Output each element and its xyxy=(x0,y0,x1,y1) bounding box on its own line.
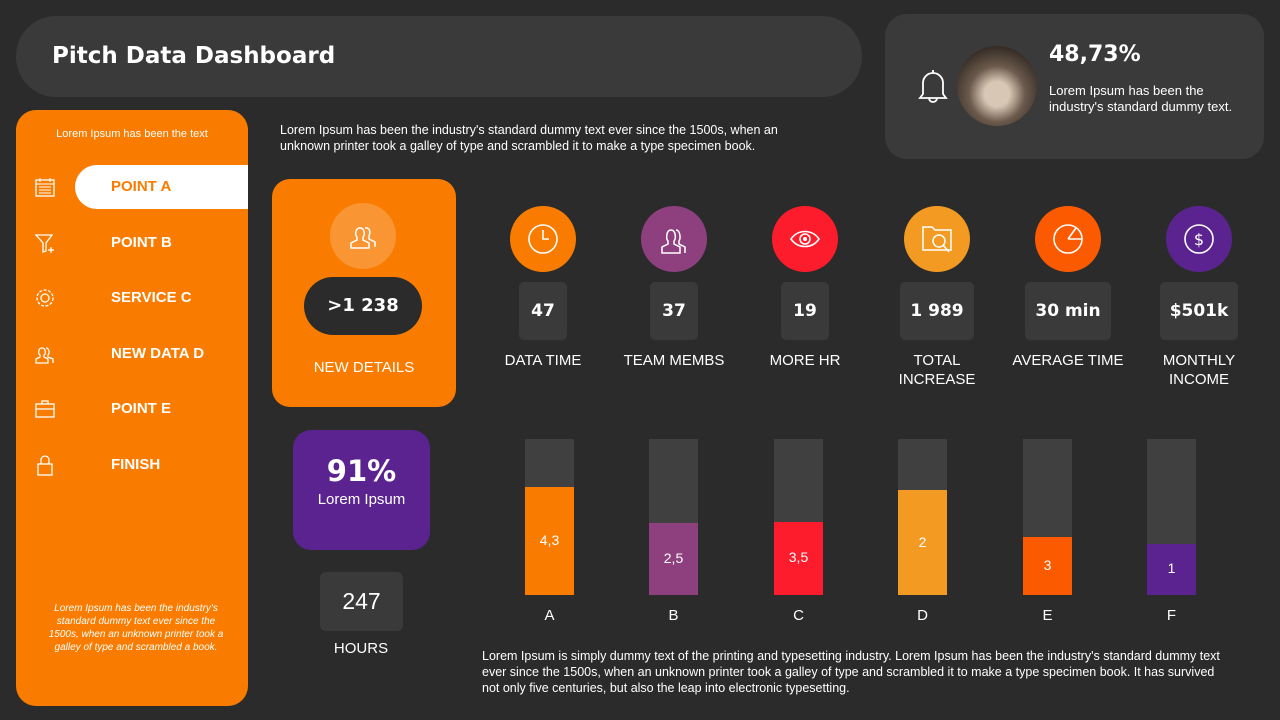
stat-value: 47 xyxy=(519,282,567,340)
new-details-card: >1 238 NEW DETAILS xyxy=(272,179,456,407)
notification-card: 48,73% Lorem Ipsum has been the industry… xyxy=(885,14,1264,159)
bar-D: 2 xyxy=(898,490,947,595)
category-label: E xyxy=(1042,607,1053,624)
percent-card: 91% Lorem Ipsum xyxy=(293,430,430,550)
bar-A: 4,3 xyxy=(525,487,574,595)
bar-track-C: 3,5 xyxy=(774,439,823,595)
bar-track-D: 2 xyxy=(898,439,947,595)
category-label: C xyxy=(793,607,804,624)
sidebar-item-new-data-d[interactable]: NEW DATA D xyxy=(16,332,248,376)
sidebar-item-label: FINISH xyxy=(111,455,161,473)
stat-value: 30 min xyxy=(1025,282,1111,340)
stat-average-time: 30 min AVERAGE TIME xyxy=(1008,206,1128,370)
stat-value: $501k xyxy=(1159,282,1239,340)
description: Lorem Ipsum has been the industry's stan… xyxy=(280,123,778,153)
svg-text:$: $ xyxy=(1194,230,1204,249)
folder-search-icon xyxy=(904,206,970,272)
bar-F: 1 xyxy=(1147,543,1196,595)
page-title: Pitch Data Dashboard xyxy=(52,43,336,69)
bar-value-label: 1 xyxy=(1167,560,1176,577)
stat-more-hr: 19 MORE HR xyxy=(745,206,865,370)
users-icon xyxy=(35,346,54,364)
stat-label: TOTAL INCREASE xyxy=(898,352,976,388)
category-label: A xyxy=(544,607,555,624)
bar-value-label: 3,5 xyxy=(788,549,809,566)
notification-percent: 48,73% xyxy=(1049,42,1141,67)
stat-value: 19 xyxy=(781,282,829,340)
stat-value: 37 xyxy=(650,282,698,340)
sidebar-item-service-c[interactable]: SERVICE C xyxy=(16,276,248,320)
pie-chart-icon xyxy=(1035,206,1101,272)
sidebar-item-finish[interactable]: FINISH xyxy=(16,443,248,487)
gear-icon xyxy=(36,289,54,307)
percent-label: Lorem Ipsum xyxy=(317,491,406,508)
category-label: F xyxy=(1166,607,1177,624)
funnel-icon xyxy=(34,233,54,253)
sidebar-item-point-a[interactable]: POINT A xyxy=(16,165,248,209)
stat-label: DATA TIME xyxy=(504,352,582,369)
active-indicator xyxy=(75,165,248,209)
bar-B: 2,5 xyxy=(649,523,698,595)
lock-icon xyxy=(37,454,53,476)
sidebar-item-label: POINT E xyxy=(111,400,172,417)
briefcase-icon xyxy=(35,400,55,418)
sidebar-item-point-e[interactable]: POINT E xyxy=(16,387,248,431)
clock-icon xyxy=(510,206,576,272)
sidebar-item-label: POINT B xyxy=(111,233,172,251)
new-details-label: NEW DETAILS xyxy=(313,359,415,376)
hours-label: HOURS xyxy=(333,640,389,657)
stat-label: MORE HR xyxy=(769,352,841,369)
bar-track-B: 2,5 xyxy=(649,439,698,595)
stat-team-membs: 37 TEAM MEMBS xyxy=(614,206,734,370)
users-icon xyxy=(330,203,396,269)
bell-icon[interactable] xyxy=(917,68,949,104)
sidebar-top-text: Lorem Ipsum has been the text xyxy=(56,128,208,140)
stat-label: MONTHLY INCOME xyxy=(1162,352,1236,388)
sidebar: Lorem Ipsum has been the text POINT A POI… xyxy=(16,110,248,706)
sidebar-item-label: SERVICE C xyxy=(111,289,192,306)
category-label: D xyxy=(917,607,928,624)
sidebar-item-label: NEW DATA D xyxy=(111,344,205,362)
users-icon xyxy=(641,206,707,272)
dollar-icon: $ xyxy=(1166,206,1232,272)
bar-track-A: 4,3 xyxy=(525,439,574,595)
stat-label: AVERAGE TIME xyxy=(1012,352,1124,369)
bar-track-F: 1 xyxy=(1147,439,1196,595)
sidebar-item-point-b[interactable]: POINT B xyxy=(16,221,248,265)
stat-data-time: 47 DATA TIME xyxy=(483,206,603,370)
bar-value-label: 2,5 xyxy=(663,550,684,567)
eye-icon xyxy=(772,206,838,272)
notification-text: Lorem Ipsum has been the industry's stan… xyxy=(1049,83,1233,114)
bottom-text: Lorem Ipsum is simply dummy text of the … xyxy=(482,649,1220,695)
sidebar-item-label: POINT A xyxy=(111,178,172,195)
hours-value: 247 xyxy=(320,572,403,631)
stat-monthly-income: $ $501k MONTHLY INCOME xyxy=(1139,206,1259,389)
sidebar-footer-text: Lorem Ipsum has been the industry's stan… xyxy=(48,603,224,653)
percent-value: 91% xyxy=(326,454,397,488)
calendar-icon xyxy=(35,178,55,197)
bar-C: 3,5 xyxy=(774,521,823,595)
category-label: B xyxy=(668,607,679,624)
bar-value-label: 2 xyxy=(918,533,927,550)
bar-value-label: 3 xyxy=(1043,557,1052,574)
new-details-value: >1 238 xyxy=(304,277,422,335)
avatar xyxy=(957,46,1037,126)
stat-label: TEAM MEMBS xyxy=(623,352,725,369)
header: Pitch Data Dashboard xyxy=(16,16,862,97)
bar-value-label: 4,3 xyxy=(539,532,560,549)
bar-track-E: 3 xyxy=(1023,439,1072,595)
stat-total-increase: 1 989 TOTAL INCREASE xyxy=(877,206,997,389)
stat-value: 1 989 xyxy=(900,282,974,340)
bar-E: 3 xyxy=(1023,537,1072,595)
